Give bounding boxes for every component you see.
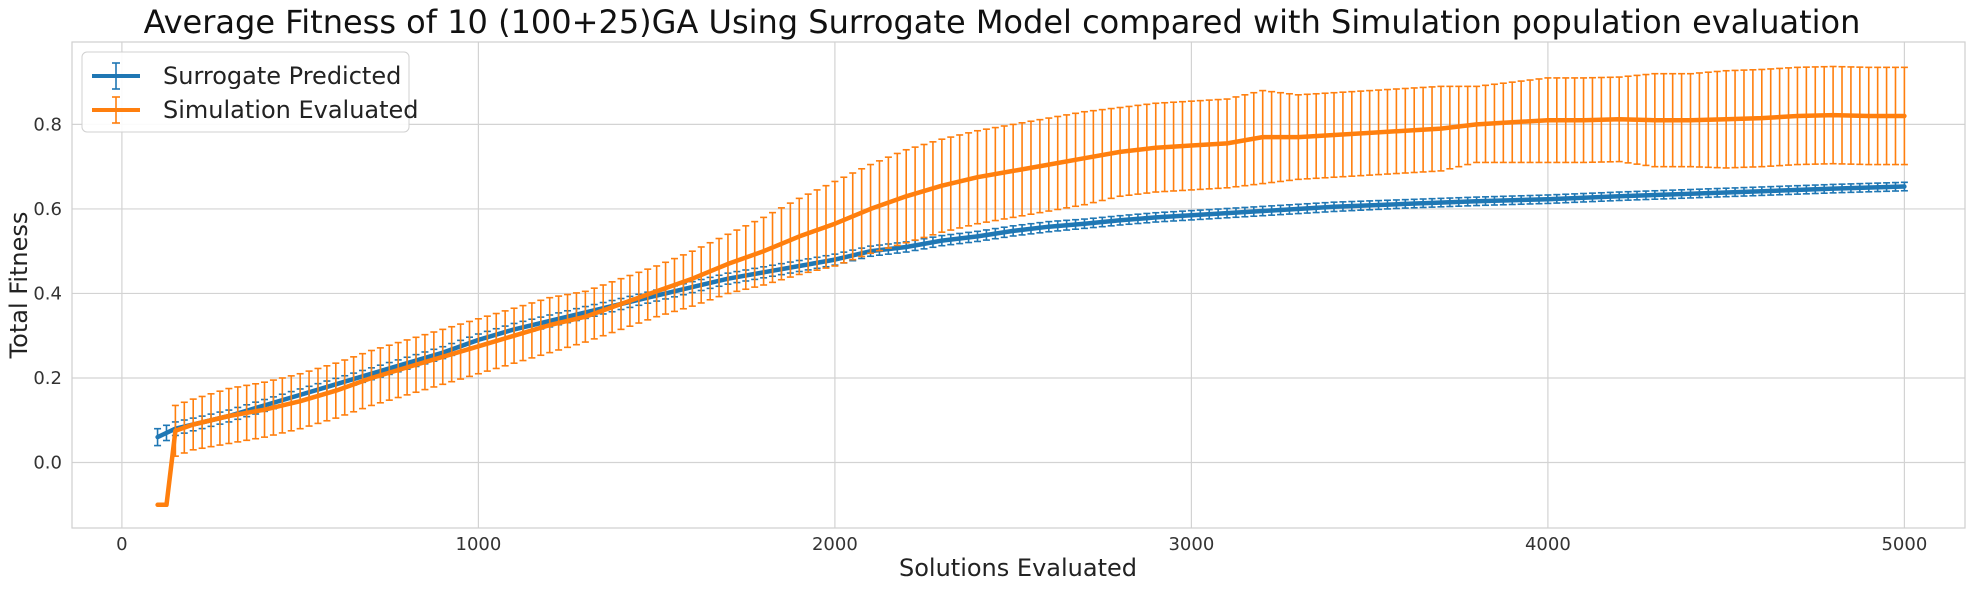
x-axis-ticks: 0 1000 2000 3000 4000 5000 (116, 534, 1927, 555)
legend-items: Surrogate Predicted Simulation Evaluated (92, 62, 419, 124)
legend-item: Surrogate Predicted (92, 62, 401, 90)
y-axis-ticks: 0.0 0.2 0.4 0.6 0.8 (33, 114, 62, 473)
y-tick-label: 0.0 (33, 452, 62, 473)
y-tick-label: 0.6 (33, 199, 62, 220)
legend-box (81, 51, 410, 133)
series-simulation (155, 65, 1908, 508)
chart-title: Average Fitness of 10 (100+25)GA Using S… (144, 3, 1861, 41)
plot-frame (71, 41, 1966, 529)
series-layer (154, 65, 1908, 508)
legend-item: Simulation Evaluated (92, 96, 419, 124)
x-tick-label: 1000 (456, 534, 502, 555)
x-tick-label: 3000 (1168, 534, 1214, 555)
x-axis-label: Solutions Evaluated (899, 554, 1137, 582)
y-tick-label: 0.8 (33, 114, 62, 135)
y-tick-label: 0.2 (33, 368, 62, 389)
x-tick-label: 5000 (1881, 534, 1927, 555)
x-tick-label: 2000 (812, 534, 858, 555)
series-line (155, 112, 1907, 508)
y-tick-label: 0.4 (33, 283, 62, 304)
series-surrogate (154, 181, 1908, 447)
legend-label: Surrogate Predicted (163, 62, 401, 90)
x-tick-label: 4000 (1525, 534, 1571, 555)
x-tick-label: 0 (116, 534, 127, 555)
y-axis-label: Total Fitness (5, 212, 33, 360)
errorbars (154, 181, 1908, 447)
legend: Surrogate Predicted Simulation Evaluated (81, 51, 419, 133)
legend-label: Simulation Evaluated (163, 96, 419, 124)
